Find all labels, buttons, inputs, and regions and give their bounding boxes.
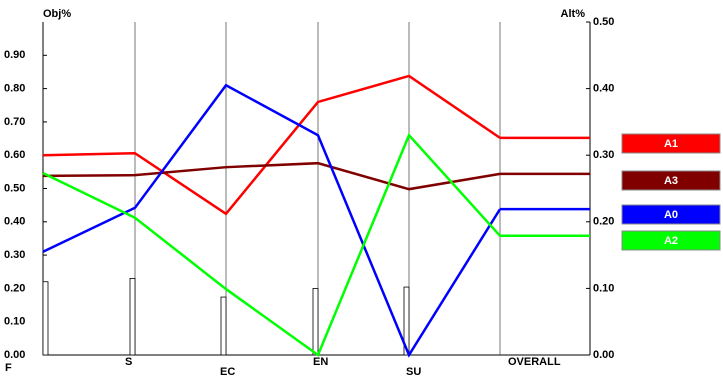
y-axis-title: Obj% — [43, 8, 71, 20]
weight-bar — [42, 281, 49, 356]
y-tick-label: 0.10 — [4, 316, 25, 328]
y-tick-label: 0.40 — [4, 216, 25, 228]
y2-axis-title: Alt% — [561, 8, 586, 20]
y2-tick-label: 0.30 — [593, 149, 614, 161]
x-tick-label: S — [125, 356, 132, 368]
y2-tick-label: 0.20 — [593, 216, 614, 228]
legend-swatch — [621, 204, 721, 225]
legend: A1 A3 A0 A2 — [621, 133, 721, 251]
y-tick-label: 0.70 — [4, 116, 25, 128]
x-tick-label: EN — [313, 356, 328, 368]
weight-bar — [312, 287, 319, 356]
legend-label: A3 — [664, 175, 678, 187]
series-line — [42, 74, 501, 216]
y-tick-label: 0.50 — [4, 182, 25, 194]
y-tick-label: 0.30 — [4, 249, 25, 261]
legend-swatch — [621, 170, 721, 191]
x-tick-label: SU — [406, 366, 421, 376]
legend-label: A0 — [664, 209, 678, 221]
y-tick-label: 0.90 — [4, 49, 25, 61]
weight-bar — [129, 278, 136, 356]
y2-tick-label: 0.40 — [593, 83, 614, 95]
x-tick-label: F — [5, 362, 12, 374]
legend-label: A1 — [664, 138, 678, 150]
weight-bar — [403, 286, 410, 356]
y2-tick-label: 0.50 — [593, 16, 614, 28]
y2-tick-label: 0.00 — [593, 349, 614, 361]
legend-label: A2 — [664, 235, 678, 247]
legend-swatch — [621, 133, 721, 154]
series-line — [42, 132, 501, 357]
weight-bar — [220, 296, 227, 356]
y-tick-label: 0.80 — [4, 83, 25, 95]
y2-tick-label: 0.10 — [593, 282, 614, 294]
y-tick-label: 0.60 — [4, 149, 25, 161]
series-line — [42, 83, 502, 358]
x-tick-label: EC — [220, 366, 235, 376]
y-tick-label: 0.20 — [4, 282, 25, 294]
y-tick-label: 0.00 — [4, 349, 25, 361]
legend-swatch — [621, 230, 721, 251]
x-tick-label: OVERALL — [508, 356, 561, 368]
series-line — [42, 161, 501, 191]
